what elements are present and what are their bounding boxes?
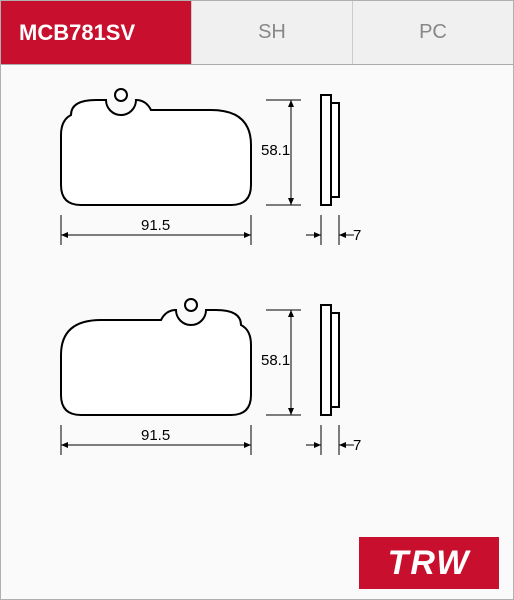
diagram-area: 58.1 91.5 7 — [1, 65, 513, 535]
dim-width-2: 91.5 — [141, 427, 170, 444]
dim-width-1: 91.5 — [141, 217, 170, 234]
product-code: MCB781SV — [1, 1, 191, 64]
dim-thick-2: 7 — [353, 437, 361, 454]
technical-drawing-svg: 58.1 91.5 7 — [1, 65, 514, 535]
header-cell-sh: SH — [191, 1, 352, 64]
header-bar: MCB781SV SH PC — [1, 1, 513, 65]
dim-thick-1: 7 — [353, 227, 361, 244]
dim-height-2: 58.1 — [261, 352, 290, 369]
drawing-container: MCB781SV SH PC — [0, 0, 514, 600]
header-cell-pc: PC — [352, 1, 513, 64]
trw-logo: TRW — [359, 537, 499, 589]
dim-height-1: 58.1 — [261, 142, 290, 159]
